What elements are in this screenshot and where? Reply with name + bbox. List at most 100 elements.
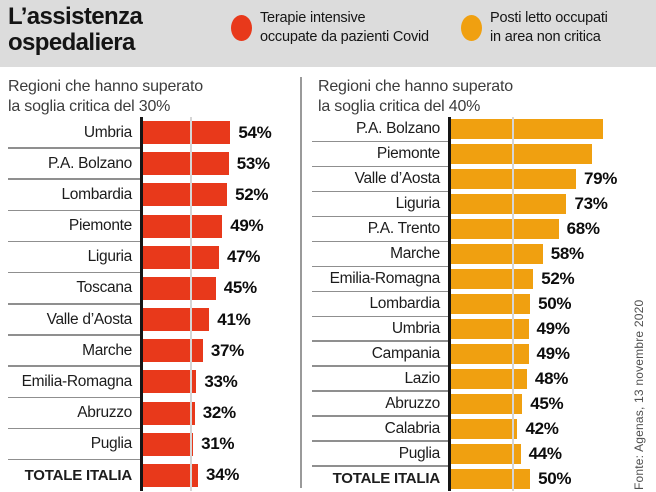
chart-row-umbria: Umbria 54% xyxy=(0,117,300,148)
chart-40-title-line1: Regioni che hanno superato xyxy=(318,78,513,95)
value-label: 50% xyxy=(538,294,572,314)
chart-30-title-line1: Regioni che hanno superato xyxy=(8,78,203,95)
region-label: Lombardia xyxy=(369,295,440,313)
chart-row-calabria: Calabria 42% xyxy=(302,415,656,441)
chart-row-puglia: Puglia 31% xyxy=(0,427,300,460)
bar-track: 37% xyxy=(140,335,300,366)
value-label: 48% xyxy=(534,368,569,388)
region-label: P.A. Bolzano xyxy=(355,120,440,138)
region-label: Emilia-Romagna xyxy=(21,372,133,390)
region-label: Abruzzo xyxy=(77,404,132,422)
chart-30-threshold-line xyxy=(189,117,192,491)
value-label: 33% xyxy=(204,371,238,391)
bar xyxy=(451,119,603,140)
chart-row-p-a-bolzano: P.A. Bolzano xyxy=(302,117,656,142)
bar-track: 34% xyxy=(140,460,300,491)
chart-row-toscana: Toscana 45% xyxy=(0,271,300,304)
bar-track: 44% xyxy=(448,441,656,466)
legend-icu-line1: Terapie intensive xyxy=(260,10,366,26)
bar xyxy=(451,194,567,215)
bar xyxy=(143,339,203,363)
value-label: 52% xyxy=(541,269,575,289)
region-label: Campania xyxy=(371,344,441,362)
region-label: Piemonte xyxy=(376,145,440,163)
region-label: Marche xyxy=(390,245,440,263)
value-label: 47% xyxy=(226,247,261,267)
bar xyxy=(451,468,531,489)
bar xyxy=(143,245,219,269)
bar xyxy=(451,418,518,439)
legend-label-beds: Posti letto occupati in area non critica xyxy=(490,9,608,47)
value-label: 49% xyxy=(536,343,570,363)
chart-row-marche: Marche 58% xyxy=(302,240,656,267)
region-label: TOTALE ITALIA xyxy=(24,466,133,484)
chart-row-valle-d-aosta: Valle d’Aosta 79% xyxy=(302,165,656,192)
region-label: Liguria xyxy=(395,195,441,213)
bar-track: 42% xyxy=(448,416,656,441)
chart-row-campania: Campania 49% xyxy=(302,340,656,366)
bar-track xyxy=(448,117,656,142)
chart-row-abruzzo: Abruzzo 45% xyxy=(302,390,656,416)
bar-track: 73% xyxy=(448,192,656,217)
chart-30-title-line2: la soglia critica del 30% xyxy=(8,98,171,115)
value-label: 45% xyxy=(223,278,257,298)
value-label: 49% xyxy=(230,216,264,236)
bar xyxy=(451,269,534,290)
page-title-line2: ospedaliera xyxy=(8,29,135,56)
value-label: 37% xyxy=(210,340,244,360)
bar-track xyxy=(448,142,656,167)
region-label: TOTALE ITALIA xyxy=(332,470,441,488)
value-label: 49% xyxy=(536,318,570,338)
legend-label-icu: Terapie intensive occupate da pazienti C… xyxy=(260,9,429,47)
value-label: 31% xyxy=(201,434,235,454)
chart-30-axis-line xyxy=(140,117,143,491)
chart-row-lombardia: Lombardia 50% xyxy=(302,290,656,317)
bar xyxy=(143,183,228,207)
region-label: Marche xyxy=(82,341,132,359)
bar-track: 45% xyxy=(140,273,300,304)
region-label: Emilia-Romagna xyxy=(329,270,441,288)
chart-row-piemonte: Piemonte xyxy=(302,140,656,167)
value-label: 58% xyxy=(550,244,584,264)
legend-icu-line2: occupate da pazienti Covid xyxy=(260,29,429,45)
red-dot-icon xyxy=(231,15,252,41)
chart-40-title: Regioni che hanno superato la soglia cri… xyxy=(318,77,513,117)
chart-row-p-a-trento: P.A. Trento 68% xyxy=(302,215,656,242)
bar-track: 54% xyxy=(140,117,300,148)
source-note: Fonte: Agenas, 13 novembre 2020 xyxy=(632,299,646,490)
bar xyxy=(451,294,531,315)
region-label: Abruzzo xyxy=(385,394,440,412)
region-label: Piemonte xyxy=(68,217,132,235)
chart-row-puglia: Puglia 44% xyxy=(302,440,656,466)
region-label: Valle d’Aosta xyxy=(354,170,441,188)
chart-row-valle-d-aosta: Valle d’Aosta 41% xyxy=(0,303,300,335)
bar-track: 52% xyxy=(448,267,656,292)
bar-track: 50% xyxy=(448,292,656,317)
chart-40-rows: P.A. Bolzano Piemonte Valle d’Aosta 79% Ligu… xyxy=(302,117,656,491)
region-label: P.A. Bolzano xyxy=(47,154,132,172)
region-label: Calabria xyxy=(384,419,441,437)
chart-row-liguria: Liguria 73% xyxy=(302,190,656,217)
bar-track: 52% xyxy=(140,179,300,210)
bar-track: 47% xyxy=(140,242,300,273)
page-title-line1: L’assistenza xyxy=(8,3,143,30)
bar xyxy=(451,144,592,165)
value-label: 79% xyxy=(583,169,618,189)
bar-track: 45% xyxy=(448,391,656,416)
bar xyxy=(143,308,210,332)
region-label: Puglia xyxy=(398,444,441,462)
header: L’assistenza ospedaliera Terapie intensi… xyxy=(0,0,656,67)
bar xyxy=(143,152,229,176)
bar xyxy=(451,318,529,339)
region-label: Umbria xyxy=(83,123,132,141)
value-label: 45% xyxy=(530,393,564,413)
chart-row-marche: Marche 37% xyxy=(0,334,300,366)
bar xyxy=(143,401,195,425)
value-label: 42% xyxy=(525,418,559,438)
bar-track: 33% xyxy=(140,366,300,397)
bar xyxy=(451,368,527,389)
value-label: 32% xyxy=(202,403,236,423)
chart-threshold-30: Regioni che hanno superato la soglia cri… xyxy=(0,76,300,492)
chart-40-axis-line xyxy=(448,117,451,491)
